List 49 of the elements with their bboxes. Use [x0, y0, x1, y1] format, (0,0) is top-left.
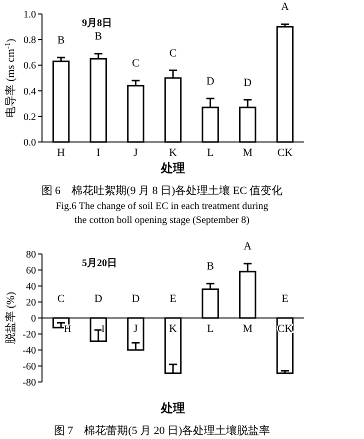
x-tick-label: H: [57, 147, 66, 159]
data-label: E: [282, 293, 289, 305]
x-tick-label: L: [206, 323, 214, 335]
y-tick-label: 80: [26, 250, 36, 260]
text: 图 6 棉花吐絮期(9 月 8 日)各处理土壤 EC 值变化: [41, 184, 283, 197]
annotation: 9月8日: [82, 18, 112, 29]
x-axis-title: 处理: [160, 161, 185, 175]
y-tick-label: -40: [22, 346, 36, 356]
x-tick-label: J: [134, 147, 139, 159]
y-tick-label: 60: [26, 266, 36, 276]
y-tick-label: -60: [22, 362, 36, 372]
data-label: D: [244, 76, 252, 89]
data-label: D: [206, 75, 214, 88]
y-tick-label: 40: [26, 282, 36, 292]
data-label: B: [206, 260, 214, 273]
data-label: A: [280, 1, 289, 14]
x-tick-label: J: [134, 323, 139, 335]
x-tick-label: CK: [277, 147, 293, 159]
y-tick-label: 0.8: [24, 35, 36, 46]
x-tick-label: K: [169, 147, 178, 159]
y-tick-label: -80: [22, 378, 36, 388]
x-tick-label: I: [101, 324, 105, 335]
x-axis-title: 处理: [160, 401, 185, 415]
annotation: 5月20日: [82, 258, 117, 269]
data-label: D: [94, 293, 102, 305]
data-label: C: [169, 47, 177, 60]
x-tick-label: I: [96, 147, 101, 159]
data-label: E: [170, 293, 177, 305]
y-tick-label: 0.4: [24, 86, 36, 98]
y-tick-label: -20: [22, 330, 36, 340]
text: Fig.6 The change of soil EC in each treatment during the cotton boll opening stage (September 8): [56, 201, 268, 226]
data-label: B: [94, 30, 102, 43]
y-tick-label: 20: [26, 298, 36, 308]
data-label: D: [132, 293, 140, 305]
y-tick-label: 1.0: [24, 10, 36, 20]
y-tick-label: 0.6: [24, 60, 36, 72]
y-axis-title: 脱盐率 (%): [4, 292, 17, 344]
data-label: C: [132, 58, 140, 70]
x-tick-label: M: [242, 323, 253, 335]
y-tick-label: 0.0: [24, 138, 36, 148]
x-tick-label: M: [242, 147, 253, 159]
text: 图 7 棉花蕾期(5 月 20 日)各处理土壤脱盐率: [54, 424, 270, 437]
data-label: C: [57, 293, 65, 305]
y-tick-label: 0.2: [24, 112, 36, 123]
x-tick-label: K: [169, 323, 178, 335]
data-label: B: [57, 34, 65, 47]
x-tick-label: L: [206, 147, 214, 159]
y-tick-label: 0: [31, 314, 36, 324]
data-label: A: [244, 240, 252, 253]
